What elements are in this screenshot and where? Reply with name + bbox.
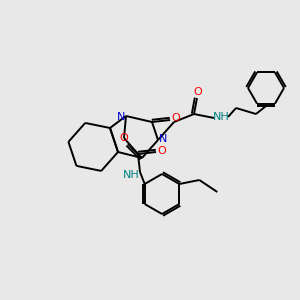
- Text: N: N: [117, 112, 125, 122]
- Text: O: O: [194, 87, 202, 97]
- Text: N: N: [159, 134, 167, 144]
- Text: O: O: [158, 146, 166, 156]
- Text: O: O: [172, 113, 180, 123]
- Text: NH: NH: [123, 170, 140, 180]
- Text: NH: NH: [213, 112, 230, 122]
- Text: O: O: [120, 133, 128, 143]
